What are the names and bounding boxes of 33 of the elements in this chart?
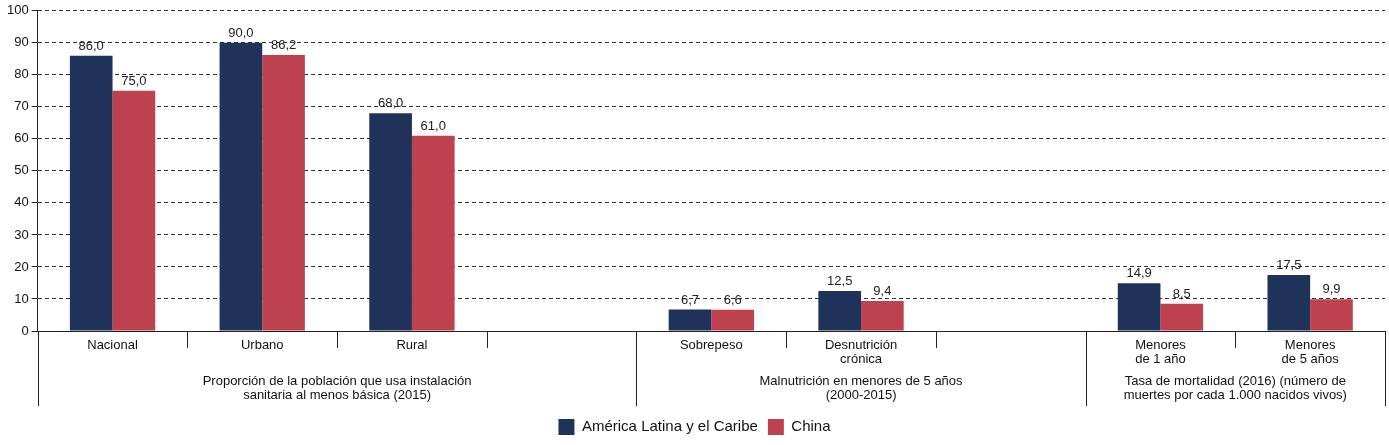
data-label: 9,9 xyxy=(1322,281,1341,297)
text: Tasa de mortalidad (2016) (número de muertes por cada 1.000 nacidos vivos) xyxy=(1123,373,1347,403)
y-tick-label: 100 xyxy=(6,2,29,18)
x-tick-label: Menores de 5 años xyxy=(1281,337,1340,367)
data-label: 86,2 xyxy=(270,37,297,53)
data-label: 68,0 xyxy=(377,95,404,111)
data-label: 75,0 xyxy=(121,72,147,88)
data-label: 90,0 xyxy=(228,24,254,40)
y-tick-label: 90 xyxy=(14,34,29,50)
legend-label: América Latina y el Caribe xyxy=(581,417,758,435)
x-tick-label: Sobrepeso xyxy=(679,337,743,353)
data-label: 14,9 xyxy=(1126,265,1152,281)
y-tick-label: 60 xyxy=(14,130,29,146)
y-tick-label: 0 xyxy=(21,322,29,338)
y-tick-label: 30 xyxy=(14,226,29,242)
data-label: 61,0 xyxy=(420,117,446,133)
y-tick-label: 10 xyxy=(14,290,29,306)
text: Malnutrición en menores de 5 años (2000-2015) xyxy=(759,373,964,403)
text: Proporción de la población que usa instalación sanitaria al menos básica (2015) xyxy=(202,373,472,403)
x-tick-label: Desnutrición crónica xyxy=(824,337,898,367)
x-tick-label: Menores de 1 año xyxy=(1135,337,1187,367)
x-tick-label: Rural xyxy=(396,337,428,353)
data-label: 8,5 xyxy=(1172,285,1191,301)
x-tick-label: Urbano xyxy=(240,337,284,353)
data-label: 12,5 xyxy=(827,273,853,289)
y-tick-label: 80 xyxy=(14,66,29,82)
y-tick-label: 50 xyxy=(14,162,29,178)
y-tick-label: 40 xyxy=(14,194,29,210)
data-label: 9,4 xyxy=(873,282,892,298)
y-tick-label: 70 xyxy=(14,98,29,114)
x-tick-label: Nacional xyxy=(87,337,138,353)
legend-label: China xyxy=(791,417,832,435)
y-tick-label: 20 xyxy=(14,258,29,274)
